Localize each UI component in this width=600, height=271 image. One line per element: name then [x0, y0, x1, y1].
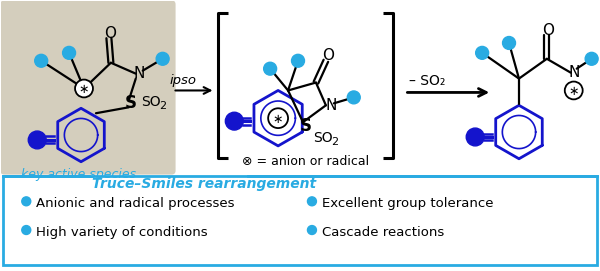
Text: 2: 2 — [158, 101, 166, 111]
Circle shape — [565, 82, 583, 99]
Text: Cascade reactions: Cascade reactions — [322, 226, 444, 239]
Circle shape — [22, 225, 31, 234]
Text: S: S — [125, 94, 137, 112]
Circle shape — [28, 131, 46, 149]
Circle shape — [22, 197, 31, 206]
Circle shape — [263, 62, 277, 75]
Text: SO: SO — [313, 131, 332, 145]
Circle shape — [347, 91, 360, 104]
Text: S: S — [300, 117, 312, 135]
Text: ipso: ipso — [169, 74, 196, 87]
Circle shape — [268, 108, 288, 128]
Circle shape — [307, 225, 316, 234]
Circle shape — [75, 80, 93, 97]
Circle shape — [156, 52, 169, 65]
Text: ⊗ = anion or radical: ⊗ = anion or radical — [242, 155, 369, 168]
Circle shape — [226, 112, 243, 130]
Circle shape — [35, 54, 47, 67]
Text: SO: SO — [141, 95, 160, 109]
Text: High variety of conditions: High variety of conditions — [36, 226, 208, 239]
Text: N: N — [568, 65, 580, 80]
Text: ∗: ∗ — [273, 113, 283, 126]
Circle shape — [292, 54, 304, 67]
FancyBboxPatch shape — [1, 0, 176, 175]
Text: N: N — [133, 66, 145, 81]
Text: Anionic and radical processes: Anionic and radical processes — [36, 197, 235, 210]
Circle shape — [62, 46, 76, 59]
Text: – SO₂: – SO₂ — [409, 73, 446, 88]
Circle shape — [476, 46, 488, 59]
Text: ∗: ∗ — [79, 83, 89, 96]
Text: Truce–Smiles rearrangement: Truce–Smiles rearrangement — [92, 177, 316, 191]
Circle shape — [307, 197, 316, 206]
Text: O: O — [542, 22, 554, 38]
Circle shape — [503, 37, 515, 49]
Text: O: O — [322, 48, 334, 63]
Text: key active species: key active species — [21, 168, 136, 181]
Circle shape — [466, 128, 484, 146]
Text: 2: 2 — [331, 137, 338, 147]
Text: O: O — [104, 25, 116, 41]
FancyBboxPatch shape — [4, 176, 596, 265]
Text: Excellent group tolerance: Excellent group tolerance — [322, 197, 493, 210]
Circle shape — [585, 52, 598, 65]
Text: N: N — [325, 98, 337, 113]
Text: ∗: ∗ — [568, 85, 579, 98]
